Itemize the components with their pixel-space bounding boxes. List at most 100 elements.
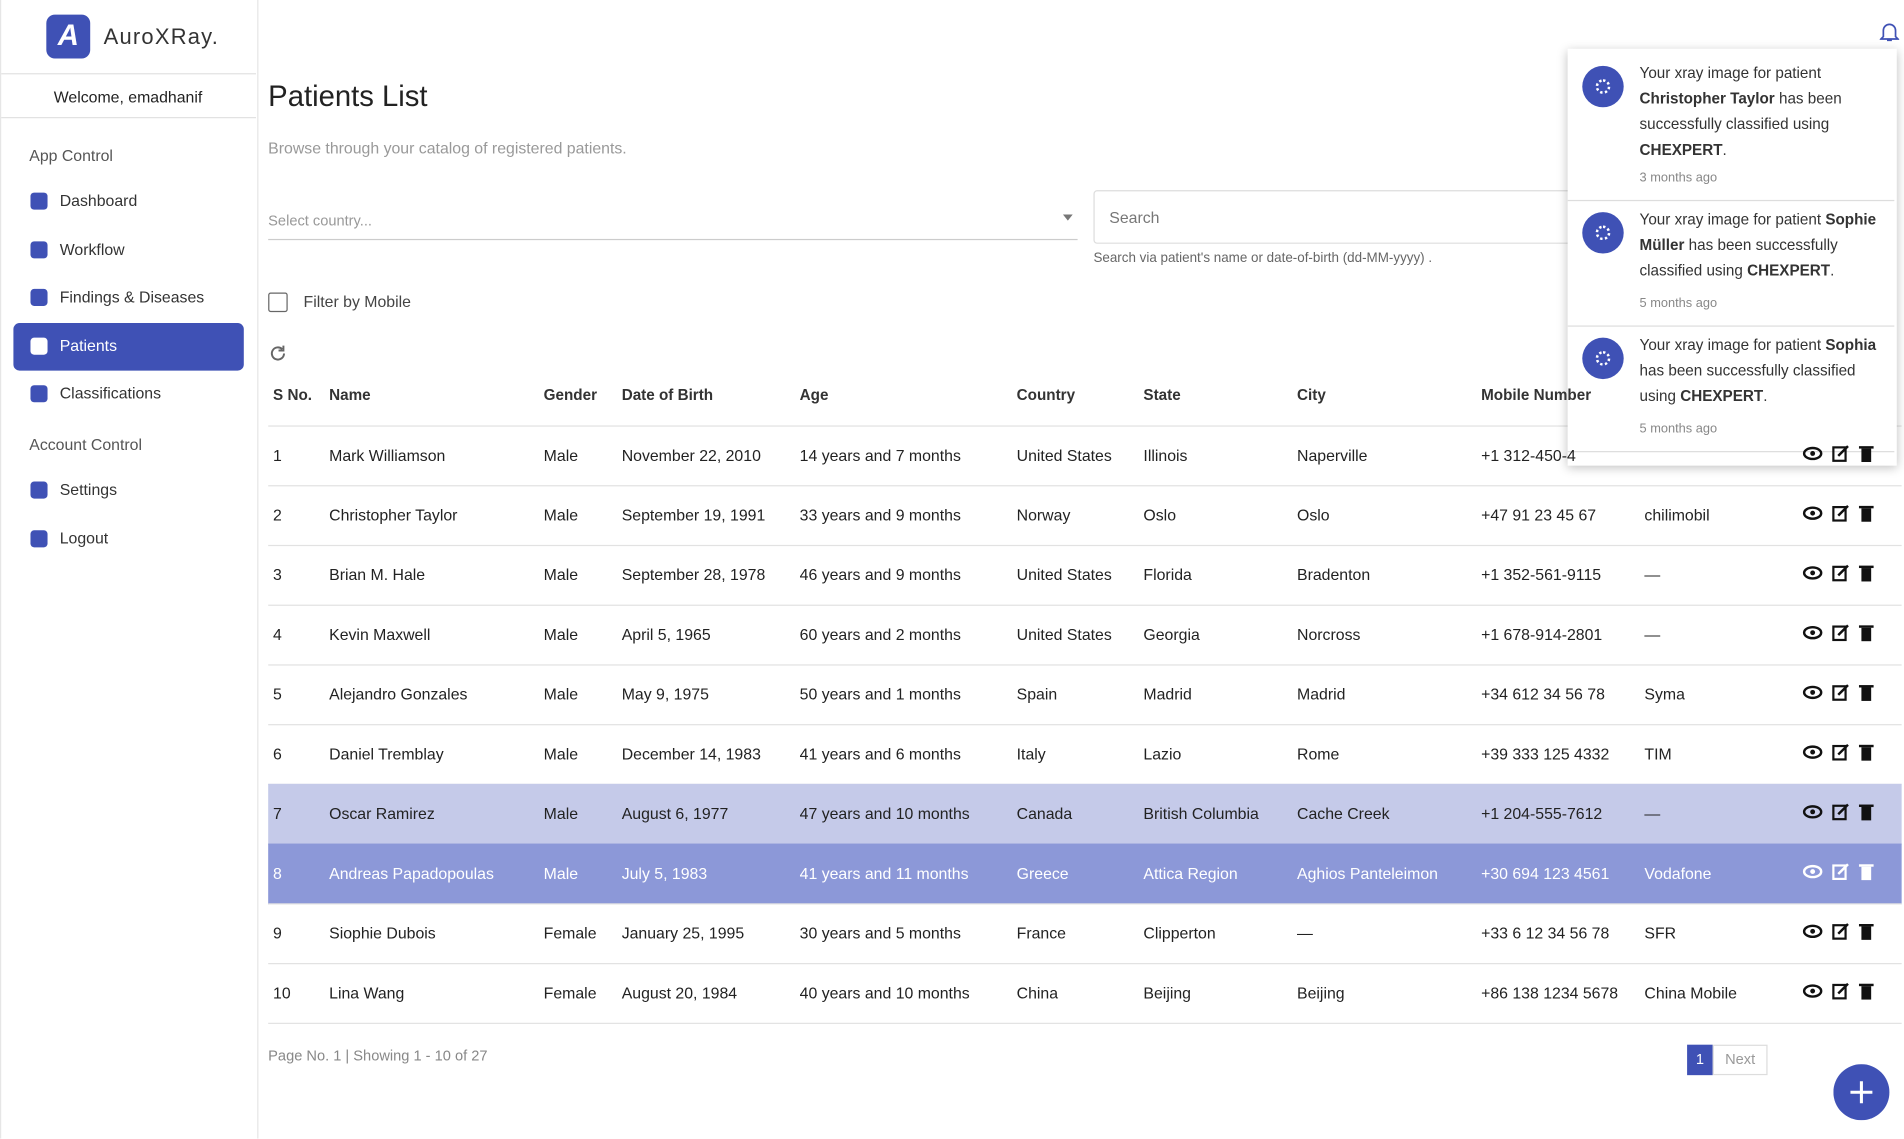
table-row[interactable]: 8 Andreas Papadopoulas Male July 5, 1983 41 … <box>268 843 1902 905</box>
cell: China Mobile <box>1644 983 1737 1003</box>
notification-time: 3 months ago <box>1639 170 1718 186</box>
arrow <box>1062 214 1073 226</box>
search-box[interactable]: Search <box>1093 190 1584 244</box>
patient: Sophia <box>1825 336 1877 354</box>
notification[interactable]: Your xray image for patient Sophia has b… <box>1567 325 1895 453</box>
bell[interactable] <box>1879 21 1900 43</box>
cell: Aghios Panteleimon <box>1297 864 1438 883</box>
cell: Lina Wang <box>329 983 405 1003</box>
page-title: Patients List <box>268 80 428 114</box>
table-row[interactable]: 5 Alejandro Gonzales Male May 9, 1975 50 yea… <box>268 664 1902 726</box>
search-help: Search via patient's name or date-of-bir… <box>1093 251 1433 266</box>
cell: Greece <box>1016 864 1069 883</box>
cell: August 6, 1977 <box>621 804 729 823</box>
cell: Rome <box>1297 744 1340 764</box>
cell: +33 6 12 34 56 78 <box>1481 924 1610 943</box>
nav-item[interactable]: Classifications <box>59 383 162 403</box>
column-header: S No. <box>273 386 313 404</box>
table-row[interactable]: 3 Brian M. Hale Male September 28, 1978 46 y… <box>268 545 1902 606</box>
cell: Male <box>543 864 579 883</box>
cell: Oslo <box>1143 505 1177 525</box>
nav-icon <box>30 530 48 548</box>
next-button[interactable]: Next <box>1712 1044 1768 1076</box>
nav-item[interactable]: Patients <box>59 336 118 355</box>
cell: Male <box>543 565 579 584</box>
table-row[interactable]: 6 Daniel Tremblay Male December 14, 1983 41 … <box>268 724 1902 786</box>
nav-item[interactable]: Logout <box>59 529 109 548</box>
table-row[interactable]: 4 Kevin Maxwell Male April 5, 1965 60 years … <box>268 605 1902 666</box>
nav-item[interactable]: Settings <box>59 480 118 499</box>
cell: +1 204-555-7612 <box>1481 804 1603 823</box>
column-header: Name <box>329 386 371 404</box>
prefix: Your xray image for patient <box>1639 336 1826 354</box>
cell: Siophie Dubois <box>329 924 436 943</box>
cell: 6 <box>273 744 282 764</box>
row-actions[interactable] <box>1802 863 1880 883</box>
cell: 30 years and 5 months <box>799 924 961 943</box>
gear <box>1595 79 1611 94</box>
row-actions[interactable] <box>1802 624 1880 644</box>
cell: July 5, 1983 <box>621 864 708 883</box>
cell: 8 <box>273 864 282 883</box>
cell: France <box>1016 924 1066 943</box>
cell: Canada <box>1016 804 1073 823</box>
cell: Kevin Maxwell <box>329 625 431 644</box>
cell: +30 694 123 4561 <box>1481 864 1610 883</box>
model: CHEXPERT <box>1747 262 1831 280</box>
cell: Norway <box>1016 505 1071 525</box>
cell: December 14, 1983 <box>621 744 761 764</box>
row-actions[interactable] <box>1802 743 1880 764</box>
row-actions[interactable] <box>1802 803 1880 823</box>
app-name: AuroXRay. <box>103 24 220 49</box>
cell: British Columbia <box>1143 804 1259 823</box>
cell: Male <box>543 505 579 525</box>
notification[interactable]: Your xray image for patient Sophie Mülle… <box>1567 200 1895 327</box>
cell: 7 <box>273 804 282 823</box>
section-title: App Control <box>29 146 113 165</box>
gear <box>1595 225 1611 241</box>
notification[interactable]: Your xray image for patient Christopher … <box>1567 54 1895 202</box>
table-row[interactable]: 10 Lina Wang Female August 20, 1984 40 years… <box>268 963 1902 1024</box>
cell: Georgia <box>1143 625 1200 644</box>
column-header: Country <box>1016 386 1076 404</box>
cell: United States <box>1016 446 1112 465</box>
cell: Oslo <box>1297 505 1330 525</box>
checkbox[interactable] <box>268 292 288 313</box>
nav-item[interactable]: Findings & Diseases <box>59 287 205 306</box>
row-actions[interactable] <box>1802 684 1880 704</box>
notification-icon <box>1582 65 1624 108</box>
cell: — <box>1644 804 1661 823</box>
add-button[interactable] <box>1833 1064 1890 1121</box>
row-actions[interactable] <box>1802 505 1880 525</box>
row-actions[interactable] <box>1802 982 1880 1003</box>
gear <box>1595 351 1611 366</box>
cell: Female <box>543 924 597 943</box>
cell: TIM <box>1644 744 1672 764</box>
notification-text: Your xray image for patient Sophia has b… <box>1640 333 1890 410</box>
country-select[interactable]: Select country... <box>268 200 1078 241</box>
notification-text: Your xray image for patient Christopher … <box>1640 61 1890 163</box>
row-actions[interactable] <box>1802 923 1880 943</box>
table-row[interactable]: 9 Siophie Dubois Female January 25, 1995 30 … <box>268 903 1902 965</box>
cell: Vodafone <box>1644 864 1712 883</box>
checkbox-label: Filter by Mobile <box>303 292 411 311</box>
nav-item[interactable]: Workflow <box>59 240 125 259</box>
table-row[interactable]: 7 Oscar Ramirez Male August 6, 1977 47 years… <box>268 783 1902 845</box>
table-row[interactable]: 1 Mark Williamson Male November 22, 2010 14 … <box>268 425 1902 487</box>
refresh[interactable] <box>268 344 288 364</box>
logo: A <box>46 14 91 59</box>
cell: Italy <box>1016 744 1046 764</box>
table-row[interactable]: 2 Christopher Taylor Male September 19, 199… <box>268 485 1902 547</box>
nav-item[interactable]: Dashboard <box>59 191 138 210</box>
nav-icon <box>30 241 48 259</box>
cell: United States <box>1016 625 1112 644</box>
cell: — <box>1297 924 1313 943</box>
cell: 2 <box>273 505 282 525</box>
prefix: Your xray image for patient <box>1639 210 1826 228</box>
row-actions[interactable] <box>1802 564 1880 584</box>
cell: Male <box>543 446 579 465</box>
page-button[interactable]: 1 <box>1687 1044 1713 1076</box>
cell: 4 <box>273 625 282 644</box>
row-actions[interactable] <box>1802 445 1880 465</box>
cell: +1 352-561-9115 <box>1481 565 1602 584</box>
